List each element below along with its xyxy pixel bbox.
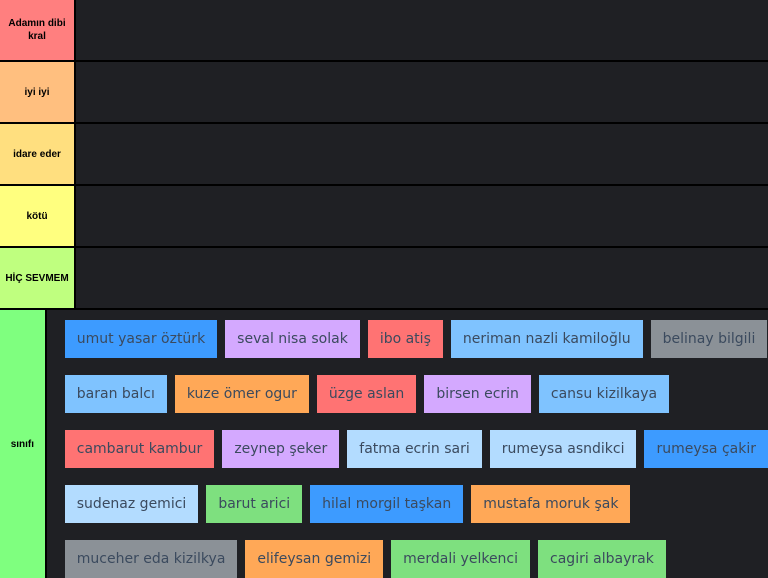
unranked-items: umut yasar öztürk seval nisa solak ibo ati… [47, 310, 768, 578]
tier-row: sınıfı umut yasar öztürk seval nisa solak i… [0, 310, 768, 578]
tier-row: kötü [0, 186, 768, 246]
tier-item[interactable]: sudenaz gemici [64, 485, 199, 523]
tier-drop-zone[interactable] [76, 248, 768, 308]
tier-item[interactable]: cambarut kambur [64, 430, 215, 468]
tier-label[interactable]: iyi iyi [0, 62, 74, 122]
item-row: sudenaz gemici barut arici hilal morgil ta… [64, 485, 768, 523]
tier-item[interactable]: cagiri albayrak [538, 540, 666, 578]
tier-item[interactable]: rumeysa çakir [644, 430, 768, 468]
tier-item[interactable]: zeynep şeker [222, 430, 340, 468]
tier-row: idare eder [0, 124, 768, 184]
item-row: umut yasar öztürk seval nisa solak ibo ati… [64, 320, 768, 358]
tier-item[interactable]: umut yasar öztürk [64, 320, 218, 358]
tier-item[interactable]: kuze ömer ogur [174, 375, 309, 413]
tier-item[interactable]: baran balcı [64, 375, 167, 413]
tier-drop-zone[interactable] [76, 124, 768, 184]
tier-row: HİÇ SEVMEM [0, 248, 768, 308]
tier-item[interactable]: muceher eda kizilkya [64, 540, 238, 578]
tier-item[interactable]: mustafa moruk şak [471, 485, 631, 523]
tier-label[interactable]: sınıfı [0, 310, 45, 578]
tier-drop-zone[interactable]: umut yasar öztürk seval nisa solak ibo ati… [46, 310, 768, 578]
tier-item[interactable]: üzge aslan [316, 375, 417, 413]
tier-drop-zone[interactable] [76, 0, 768, 60]
tier-item[interactable]: birsen ecrin [424, 375, 531, 413]
tier-row: Adamın dibi kral [0, 0, 768, 60]
tier-item[interactable]: ibo atiş [367, 320, 443, 358]
tier-item[interactable]: cansu kizilkaya [538, 375, 670, 413]
tier-item[interactable]: fatma ecrin sari [347, 430, 482, 468]
tier-label[interactable]: kötü [0, 186, 74, 246]
item-row: cambarut kambur zeynep şeker fatma ecrin s… [64, 430, 768, 468]
tier-item[interactable]: elifeysan gemizi [245, 540, 384, 578]
tier-label[interactable]: idare eder [0, 124, 74, 184]
item-row: baran balcı kuze ömer ogur üzge aslan birse… [64, 375, 768, 413]
tier-drop-zone[interactable] [76, 62, 768, 122]
tier-drop-zone[interactable] [76, 186, 768, 246]
tier-item[interactable]: hilal morgil taşkan [310, 485, 464, 523]
tier-row: iyi iyi [0, 62, 768, 122]
tier-item[interactable]: rumeysa asndikci [489, 430, 637, 468]
item-row: muceher eda kizilkya elifeysan gemizi merd… [64, 540, 768, 578]
tier-item[interactable]: seval nisa solak [225, 320, 360, 358]
tier-label[interactable]: Adamın dibi kral [0, 0, 74, 60]
tier-item[interactable]: neriman nazli kamiloğlu [450, 320, 643, 358]
tier-label[interactable]: HİÇ SEVMEM [0, 248, 74, 308]
tier-item[interactable]: barut arici [206, 485, 303, 523]
tier-item[interactable]: belinay bilgili [650, 320, 768, 358]
tier-item[interactable]: merdali yelkenci [391, 540, 531, 578]
